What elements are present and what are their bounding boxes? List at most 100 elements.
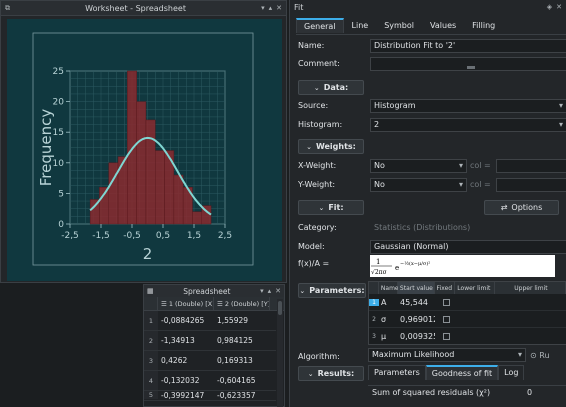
corner-cell[interactable] (144, 297, 158, 310)
row-number[interactable]: 1 (369, 298, 379, 306)
param-fixed-checkbox[interactable] (435, 332, 456, 340)
comment-input[interactable] (370, 57, 566, 71)
y-tick-label: 5 (58, 189, 64, 199)
x-tick-label: -1,5 (92, 231, 110, 241)
cell[interactable]: -0,0884265 (161, 316, 205, 325)
category-select[interactable]: Statistics (Distributions) (374, 223, 471, 232)
close-icon[interactable]: ✕ (556, 3, 562, 11)
results-row: Sum of squared residuals (χ²) 0 (368, 385, 566, 399)
x-weight-column-input[interactable] (496, 159, 566, 173)
cell[interactable]: -0,3992147 (161, 391, 205, 400)
residual-label: Sum of squared residuals (χ²) (372, 388, 491, 397)
param-start-value[interactable]: 45,544 (400, 297, 428, 307)
column-header[interactable]: Lower limit (455, 282, 495, 294)
row-number[interactable]: 4 (144, 371, 158, 390)
tab-parameters[interactable]: Parameters (368, 365, 426, 380)
x-weight-select[interactable]: No (370, 159, 467, 173)
table-row[interactable]: 3 0,4262 0,169313 (144, 351, 276, 371)
y-weight-column-input[interactable] (496, 178, 566, 192)
cell[interactable]: -1,34913 (161, 336, 195, 345)
table-row[interactable]: 2 σ 0,969012 (369, 311, 566, 328)
spreadsheet-window: ▦ Spreadsheet ▾ ▴ ✕ ☰ 1 (Double) [X] ☰ 2 (… (143, 284, 285, 407)
source-select[interactable]: Histogram (370, 99, 566, 113)
options-icon: ⇄ (500, 203, 508, 212)
column-header[interactable]: Fixed (435, 282, 456, 294)
cell[interactable]: 0,984125 (217, 336, 253, 345)
column-header[interactable]: Name (379, 282, 399, 294)
plot-canvas[interactable]: -2,5 -1,5 -0,5 0,5 1,5 2,5 0 5 10 15 20 25 2 Frequenc… (7, 19, 282, 281)
column-header[interactable]: ☰ 1 (Double) [X] (158, 297, 214, 310)
data-section-button[interactable]: ⌄ Data: (298, 80, 364, 95)
table-row[interactable]: 2 -1,34913 0,984125 (144, 331, 276, 351)
table-row[interactable]: 3 μ 0,00932569 (369, 328, 566, 344)
parameters-section-button[interactable]: ⌄ Parameters: (298, 283, 366, 298)
minimize-icon[interactable]: ▾ (260, 287, 264, 295)
scrollbar-thumb[interactable] (278, 301, 282, 315)
table-row[interactable]: 4 -0,132032 -0,604165 (144, 371, 276, 391)
cell[interactable]: 1,55929 (217, 316, 249, 325)
column-header[interactable]: ☰ 2 (Double) [Y] (214, 297, 270, 310)
column-header[interactable]: Start value (397, 282, 435, 294)
maximize-icon[interactable]: ▴ (268, 4, 273, 12)
float-icon[interactable]: ◈ (546, 3, 553, 11)
name-input[interactable]: Distribution Fit to '2' (370, 39, 566, 53)
cell[interactable]: -0,604165 (217, 376, 256, 385)
svg-text:√2πσ: √2πσ (371, 269, 387, 276)
y-tick-label: 25 (53, 67, 64, 77)
y-weight-select[interactable]: No (370, 178, 467, 192)
row-number[interactable]: 1 (144, 311, 158, 330)
param-start-value[interactable]: 0,969012 (400, 314, 435, 324)
table-row[interactable]: 5 -0,3992147 -0,623357 (144, 391, 276, 401)
histogram-select[interactable]: 2 (370, 118, 566, 132)
y-weight-col-label: col = (470, 180, 491, 189)
table-row[interactable]: 1 A 45,544 (369, 294, 566, 311)
close-icon[interactable]: ✕ (275, 287, 281, 295)
tab-filling[interactable]: Filling (472, 21, 496, 30)
chevron-down-icon: ⌄ (299, 286, 306, 295)
tab-general[interactable]: General (296, 18, 344, 33)
model-select[interactable]: Gaussian (Normal) (370, 240, 566, 254)
algorithm-select[interactable]: Maximum Likelihood (368, 348, 526, 362)
parameters-table[interactable]: Name Start value Fixed Lower limit Upper… (368, 281, 566, 345)
window-menu-icon[interactable]: ⧉ (5, 3, 10, 12)
param-start-value[interactable]: 0,00932569 (400, 331, 435, 341)
histogram-label: Histogram: (298, 120, 343, 129)
cell[interactable]: -0,132032 (161, 376, 200, 385)
options-button[interactable]: ⇄ Options (484, 200, 559, 215)
row-number[interactable]: 5 (144, 391, 158, 399)
fit-section-button[interactable]: ⌄ Fit: (298, 200, 364, 215)
row-number[interactable]: 3 (144, 351, 158, 370)
weights-section-button[interactable]: ⌄ Weights: (298, 139, 364, 154)
tab-symbol[interactable]: Symbol (384, 21, 415, 30)
plot-frame (32, 32, 254, 266)
results-section-button[interactable]: ⌄ Results: (298, 366, 364, 381)
tab-log[interactable]: Log (498, 365, 525, 380)
tab-goodness-of-fit[interactable]: Goodness of fit (425, 365, 499, 380)
fit-curve-line (89, 136, 212, 216)
close-icon[interactable]: ✕ (276, 4, 282, 12)
minimize-icon[interactable]: ▾ (261, 4, 265, 12)
recalculate-button[interactable]: ⊙ Ru (530, 351, 550, 360)
fit-tabs: General Line Symbol Values Filling (296, 18, 503, 33)
histogram-bar (201, 205, 212, 225)
row-number[interactable]: 3 (372, 332, 376, 340)
column-type-icon: ☰ (161, 299, 167, 308)
table-row[interactable]: 1 -0,0884265 1,55929 (144, 311, 276, 331)
row-number[interactable]: 2 (372, 315, 376, 323)
param-fixed-checkbox[interactable] (435, 298, 456, 306)
vertical-scrollbar[interactable] (277, 299, 283, 407)
cell[interactable]: 0,4262 (161, 356, 188, 365)
tab-line[interactable]: Line (351, 21, 369, 30)
y-axis-label: Frequency (37, 109, 55, 187)
cell[interactable]: -0,623357 (217, 391, 256, 400)
column-header[interactable]: Upper limit (495, 282, 566, 294)
histogram-bar (136, 101, 147, 225)
row-number[interactable]: 2 (144, 331, 158, 350)
tab-values[interactable]: Values (430, 21, 457, 30)
maximize-icon[interactable]: ▴ (267, 287, 272, 295)
chevron-down-icon: ⌄ (313, 83, 320, 92)
cell[interactable]: 0,169313 (217, 356, 253, 365)
histogram-chart[interactable]: -2,5 -1,5 -0,5 0,5 1,5 2,5 0 5 10 15 20 25 2 Frequenc… (7, 19, 282, 281)
param-fixed-checkbox[interactable] (435, 315, 456, 323)
resize-grip-icon[interactable] (467, 66, 475, 69)
